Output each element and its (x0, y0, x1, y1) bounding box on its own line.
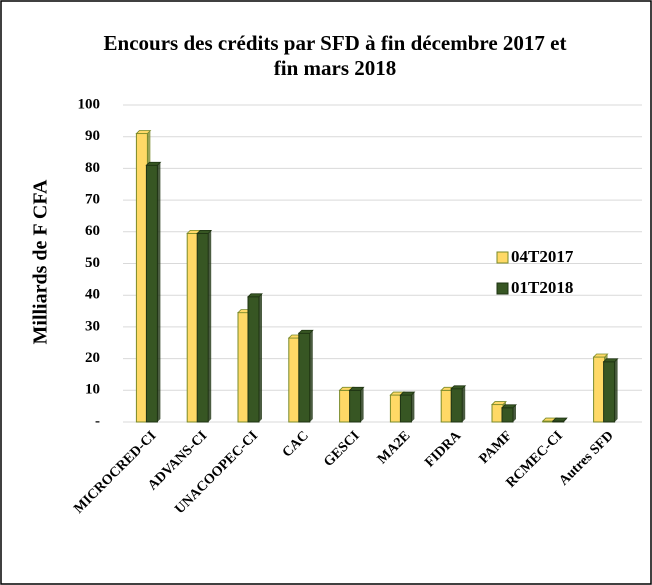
bar (298, 332, 311, 423)
legend-swatch (496, 282, 509, 295)
bar-side (513, 404, 516, 422)
bar (247, 296, 260, 423)
bar (501, 407, 514, 423)
y-tick-label: 90 (85, 128, 100, 144)
bar-side (411, 392, 415, 422)
bar-top (348, 386, 365, 391)
y-tick-label: 10 (85, 382, 100, 398)
bar-top (196, 229, 213, 234)
y-tick-label: 80 (85, 160, 100, 176)
bar (196, 232, 209, 423)
bar-top (135, 130, 152, 134)
bar-top (399, 391, 416, 396)
legend-label: 04T2017 (511, 247, 574, 266)
bar-top (602, 358, 619, 363)
legend-swatch (496, 251, 509, 264)
bar (237, 312, 250, 423)
bar (389, 394, 402, 423)
bar-side (360, 387, 364, 422)
y-tick-label: - (95, 413, 100, 429)
bar-side (614, 358, 618, 422)
chart-title: Encours des crédits par SFD à fin décemb… (104, 31, 567, 55)
y-tick-label: 30 (85, 318, 100, 334)
bar-top (145, 161, 162, 166)
bar (440, 389, 453, 423)
bar-side (309, 330, 313, 422)
bar (399, 394, 412, 423)
chart-title: fin mars 2018 (274, 56, 397, 80)
y-axis-label: Milliards de F CFA (30, 179, 52, 345)
bar-top (501, 404, 517, 409)
bar-side (259, 293, 262, 422)
bar (349, 389, 362, 423)
bar-side (462, 385, 466, 422)
bar-top (450, 385, 467, 390)
bar (450, 388, 463, 423)
bar-top (297, 329, 314, 334)
legend-label: 01T2018 (511, 278, 573, 297)
bar-side (157, 162, 161, 423)
y-tick-label: 100 (78, 96, 101, 112)
bar-side (208, 230, 212, 422)
bar-top (491, 401, 507, 405)
bar (593, 356, 606, 423)
bar (339, 389, 352, 423)
bar (145, 164, 158, 423)
y-tick-label: 70 (85, 192, 100, 208)
bar-top (551, 417, 568, 422)
y-tick-label: 40 (85, 287, 100, 303)
bar (603, 361, 616, 423)
bar (288, 337, 301, 423)
bar (491, 404, 504, 423)
bar (135, 133, 148, 423)
bar-top (247, 293, 263, 298)
bar (186, 232, 199, 423)
bar-top (592, 353, 609, 358)
y-tick-label: 50 (85, 255, 100, 271)
y-tick-label: 60 (85, 223, 100, 239)
y-tick-label: 20 (85, 350, 100, 366)
